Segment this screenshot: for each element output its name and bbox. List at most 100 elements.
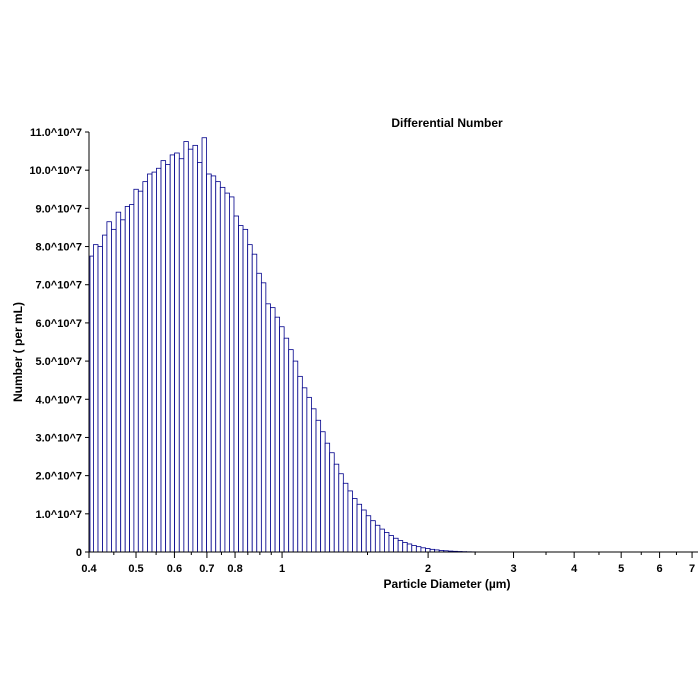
x-tick-label: 0.4: [81, 563, 97, 575]
histogram-bar: [247, 244, 253, 553]
x-tick-label: 0.8: [227, 563, 242, 575]
bars-layer: [89, 137, 495, 553]
x-tick-label: 3: [510, 563, 516, 575]
histogram-bar: [329, 452, 335, 553]
histogram-bar: [425, 548, 431, 553]
histogram-bar: [183, 141, 189, 553]
histogram-bar: [260, 282, 267, 553]
x-tick-label: 5: [618, 563, 624, 575]
histogram-bar: [124, 206, 130, 553]
histogram-bar: [133, 188, 139, 553]
y-ticks-layer: 0 1.0^10^7 2.0^10^7 3.0^10^7 4.0^10^7 5.0^10^…: [29, 127, 89, 559]
y-tick-label: 11.0^10^7: [30, 127, 82, 139]
histogram-bar: [402, 542, 408, 553]
y-tick-label: 6.0^10^7: [36, 318, 83, 330]
histogram-bar: [311, 408, 317, 553]
histogram-bar: [415, 546, 422, 553]
histogram-bar: [301, 387, 308, 553]
x-tick-label: 2: [425, 563, 431, 575]
x-tick-label: 4: [571, 563, 578, 575]
histogram-bar: [89, 255, 94, 553]
y-tick-label: 4.0^10^7: [36, 394, 83, 406]
histogram-bar: [388, 535, 394, 553]
histogram-bar: [393, 537, 399, 553]
histogram-bar: [288, 349, 294, 553]
histogram-bar: [251, 253, 258, 553]
histogram-bar: [142, 181, 148, 553]
histogram-bar: [292, 360, 299, 553]
histogram-bar: [178, 158, 185, 553]
histogram-bar: [206, 173, 212, 553]
y-tick-label: 8.0^10^7: [36, 242, 83, 254]
histogram-bar: [320, 431, 326, 553]
x-axis-label: Particle Diameter (µm): [384, 577, 511, 591]
y-tick-label: 1.0^10^7: [36, 509, 83, 521]
y-tick-label: 5.0^10^7: [36, 356, 83, 368]
histogram-bar: [420, 547, 426, 553]
histogram-bar: [169, 154, 175, 553]
histogram-bar: [384, 532, 390, 553]
histogram-bar: [192, 144, 198, 553]
histogram-bar: [315, 419, 322, 553]
histogram-bar: [106, 221, 112, 553]
histogram-bar: [151, 171, 157, 553]
histogram-bar: [347, 490, 353, 553]
y-tick-label: 10.0^10^7: [29, 165, 82, 177]
histogram-bar: [215, 181, 221, 553]
histogram-bar: [361, 509, 367, 553]
x-tick-label: 7: [689, 563, 695, 575]
histogram-bar: [233, 215, 239, 553]
histogram-bar: [297, 375, 303, 553]
histogram-bar: [306, 396, 312, 553]
histogram-bar: [274, 316, 281, 553]
histogram-bar: [342, 482, 349, 553]
histogram-bar: [242, 228, 249, 553]
histogram-bar: [333, 463, 340, 553]
histogram-bar: [356, 503, 363, 553]
histogram-bar: [210, 175, 217, 553]
histogram-bar: [411, 545, 417, 553]
histogram-bar: [374, 524, 381, 553]
histogram-bar: [229, 196, 235, 553]
chart-title: Differential Number: [391, 116, 503, 130]
histogram-bar: [238, 225, 244, 553]
x-tick-label: 0.5: [128, 563, 143, 575]
histogram-bar: [137, 190, 144, 553]
histogram-bar: [102, 234, 108, 553]
histogram-bar: [120, 219, 126, 553]
y-tick-label: 0: [76, 547, 82, 559]
histogram-bar: [93, 244, 99, 553]
histogram-bar: [160, 160, 167, 553]
histogram-bar: [324, 442, 331, 553]
x-tick-label: 1: [279, 563, 285, 575]
histogram-bar: [256, 272, 262, 553]
x-ticks-layer: 0.4 0.5 0.6 0.7 0.8 1 2 3 4 5 6 7: [81, 552, 695, 575]
histogram-bar: [338, 473, 344, 553]
histogram-bar: [406, 543, 413, 553]
y-axis-label: Number ( per mL): [11, 302, 25, 402]
y-tick-label: 3.0^10^7: [36, 432, 83, 444]
x-tick-label: 0.7: [199, 563, 214, 575]
histogram-bar: [197, 162, 203, 553]
x-tick-label: 0.6: [167, 563, 182, 575]
histogram-bar: [370, 520, 376, 553]
histogram-bar: [224, 192, 230, 553]
histogram-bar: [265, 303, 271, 553]
histogram-bar: [129, 204, 135, 553]
y-tick-label: 7.0^10^7: [36, 280, 83, 292]
histogram-bar: [270, 307, 276, 553]
histogram-bar: [219, 186, 226, 553]
histogram-bar: [97, 246, 103, 553]
histogram-bar: [111, 228, 117, 553]
y-tick-label: 2.0^10^7: [36, 471, 83, 483]
histogram-bar: [187, 148, 194, 553]
histogram-bar: [283, 337, 290, 553]
histogram-bar: [397, 540, 404, 553]
histogram-bar: [115, 211, 122, 553]
histogram-bar: [279, 326, 285, 553]
histogram-bar: [165, 164, 171, 553]
x-tick-label: 6: [657, 563, 663, 575]
histogram-bar: [174, 152, 180, 553]
